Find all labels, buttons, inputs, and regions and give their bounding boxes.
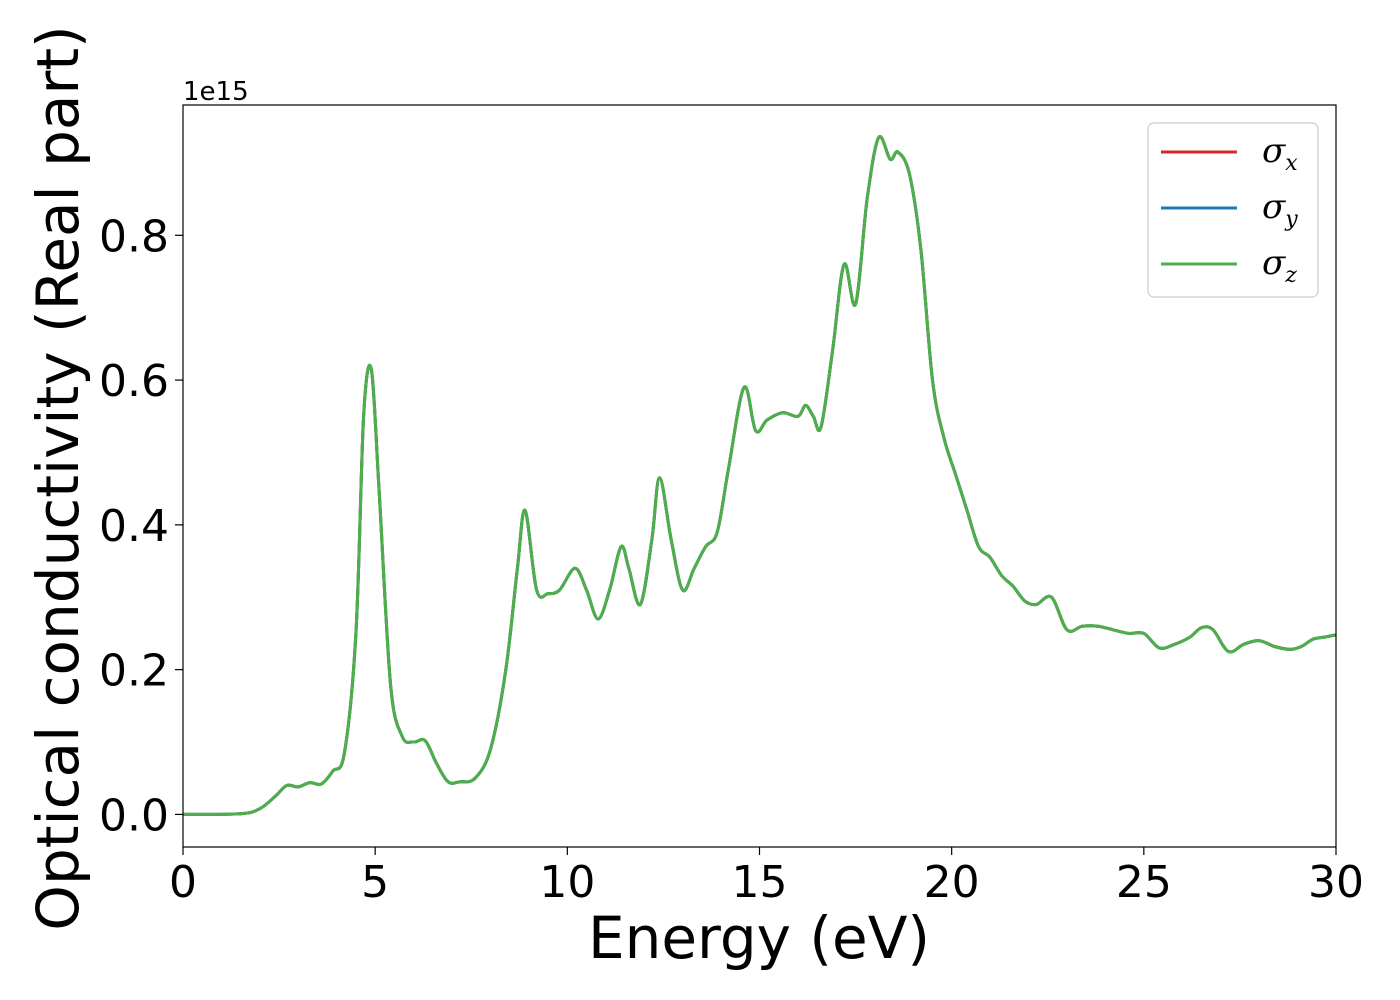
legend: σx σy σz (1147, 122, 1319, 298)
y-axis-label: Optical conductivity (Real part) (24, 25, 92, 930)
x-axis-label: Energy (eV) (588, 904, 930, 972)
y-tick-label: 0.8 (99, 211, 169, 262)
legend-label-x: σx (1262, 131, 1298, 176)
series-line-z (182, 135, 1337, 816)
series-layer (182, 135, 1337, 816)
x-tick-label: 25 (1116, 857, 1172, 908)
x-tick-label: 10 (539, 857, 595, 908)
x-tick-label: 0 (169, 857, 197, 908)
y-tick-label: 0.2 (99, 646, 169, 697)
y-tick-label: 0.0 (99, 790, 169, 841)
x-axis-ticks: 0 5 10 15 20 25 30 (169, 847, 1364, 908)
legend-box (1147, 122, 1319, 298)
legend-label-y: σy (1262, 187, 1298, 232)
y-tick-label: 0.4 (99, 501, 169, 552)
x-tick-label: 30 (1308, 857, 1364, 908)
y-offset-label: 1e15 (183, 77, 249, 107)
y-tick-label: 0.6 (99, 356, 169, 407)
y-axis-ticks: 0.0 0.2 0.4 0.6 0.8 (99, 211, 183, 841)
x-tick-label: 15 (732, 857, 788, 908)
x-tick-label: 5 (361, 857, 389, 908)
x-tick-label: 20 (924, 857, 980, 908)
legend-label-z: σz (1262, 243, 1297, 288)
